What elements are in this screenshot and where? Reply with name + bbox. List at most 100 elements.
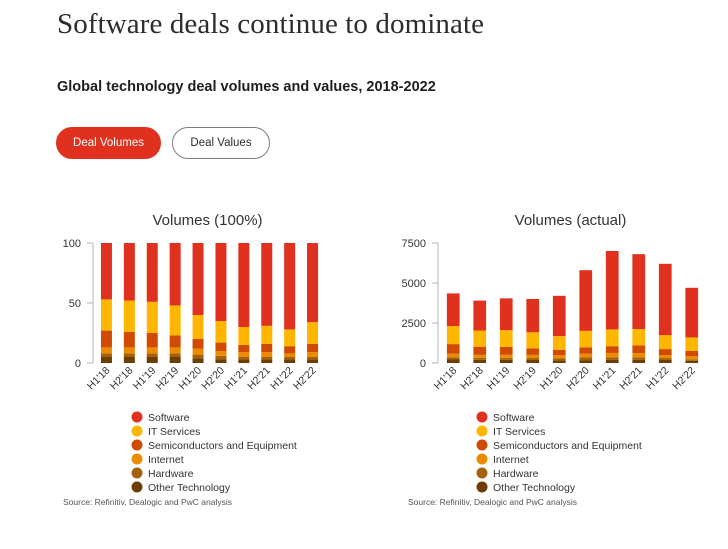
legend-label-semiconductors-and-equipment: Semiconductors and Equipment	[148, 440, 297, 452]
bar-semiconductors-and-equipment-h2-19	[169, 335, 181, 348]
bar-it-services-h1-20	[192, 315, 204, 339]
bar-hardware-h2-19	[526, 358, 540, 360]
bar-other-technology-h1-19	[499, 359, 513, 363]
x-tick-label: H2'22	[670, 365, 698, 393]
bar-hardware-h1-21	[605, 357, 619, 360]
bar-internet-h1-19	[499, 354, 513, 358]
bar-internet-h2-20	[579, 353, 593, 358]
bar-software-h2-18	[473, 300, 487, 331]
bar-other-technology-h1-20	[552, 360, 566, 363]
bar-semiconductors-and-equipment-h1-22	[658, 349, 672, 355]
bar-software-h1-21	[238, 243, 250, 327]
bar-it-services-h1-21	[605, 329, 619, 347]
bar-it-services-h2-21	[632, 329, 646, 346]
x-tick-label: H1'21	[222, 365, 250, 393]
bar-semiconductors-and-equipment-h1-22	[284, 346, 296, 354]
bar-software-h2-20	[215, 243, 227, 321]
bar-other-technology-h2-20	[215, 359, 227, 363]
y-tick-label: 5000	[402, 278, 426, 290]
bar-hardware-h2-19	[169, 353, 181, 357]
chart-title: Volumes (100%)	[152, 212, 262, 229]
bar-internet-h1-22	[284, 353, 296, 357]
legend-label-internet: Internet	[148, 454, 184, 466]
legend-swatch-semiconductors-and-equipment	[131, 439, 143, 451]
y-tick-label: 2500	[402, 318, 426, 330]
legend-label-other-technology: Other Technology	[493, 482, 576, 494]
bar-internet-h2-22	[685, 356, 699, 360]
x-tick-label: H2'21	[617, 365, 645, 393]
legend-label-hardware: Hardware	[493, 468, 539, 480]
bar-software-h1-22	[284, 243, 296, 330]
legend-swatch-other-technology	[131, 481, 143, 493]
legend-label-software: Software	[493, 412, 535, 424]
legend-swatch-it-services	[131, 425, 143, 437]
bar-other-technology-h1-22	[284, 359, 296, 363]
legend-swatch-hardware	[131, 467, 143, 479]
x-tick-label: H1'22	[268, 365, 296, 393]
bar-software-h1-20	[552, 295, 566, 337]
legend-swatch-hardware	[476, 467, 488, 479]
bar-hardware-h2-20	[579, 357, 593, 361]
bar-internet-h2-22	[307, 352, 319, 357]
bar-internet-h2-18	[123, 347, 135, 354]
bar-internet-h2-20	[215, 351, 227, 356]
bar-other-technology-h1-19	[146, 357, 158, 363]
legend-label-hardware: Hardware	[148, 468, 194, 480]
page-title: Software deals continue to dominate	[57, 8, 485, 40]
bar-internet-h1-19	[146, 347, 158, 354]
source-note: Source: Refinitiv, Dealogic and PwC anal…	[408, 497, 577, 507]
bar-software-h2-21	[261, 243, 273, 326]
bar-semiconductors-and-equipment-h2-20	[579, 347, 593, 354]
y-tick-label: 7500	[402, 238, 426, 250]
y-tick-label: 0	[75, 358, 81, 370]
bar-hardware-h2-18	[123, 353, 135, 357]
x-tick-label: H2'21	[245, 365, 273, 393]
deal-values-button[interactable]: Deal Values	[172, 127, 270, 159]
bar-semiconductors-and-equipment-h1-20	[192, 339, 204, 349]
x-tick-label: H2'18	[108, 365, 136, 393]
bar-hardware-h1-22	[658, 358, 672, 360]
x-tick-label: H1'21	[591, 365, 619, 393]
bar-semiconductors-and-equipment-h2-21	[632, 345, 646, 354]
bar-it-services-h1-18	[100, 299, 112, 331]
x-tick-label: H1'18	[432, 365, 460, 393]
bar-hardware-h1-20	[192, 354, 204, 359]
y-tick-label: 0	[420, 358, 426, 370]
bar-software-h2-19	[526, 299, 540, 333]
bar-it-services-h2-19	[169, 305, 181, 336]
x-tick-label: H1'20	[538, 365, 566, 393]
bar-hardware-h2-20	[215, 355, 227, 360]
bar-software-h2-18	[123, 243, 135, 301]
bar-internet-h2-19	[169, 347, 181, 354]
bar-hardware-h2-21	[632, 357, 646, 360]
bar-other-technology-h2-20	[579, 360, 593, 363]
bar-it-services-h1-21	[238, 327, 250, 345]
bar-semiconductors-and-equipment-h1-18	[100, 330, 112, 348]
bar-it-services-h2-21	[261, 325, 273, 344]
bar-software-h2-21	[632, 254, 646, 330]
bar-other-technology-h2-19	[169, 357, 181, 363]
bar-it-services-h1-22	[284, 329, 296, 347]
bar-hardware-h1-22	[284, 357, 296, 360]
bar-internet-h2-18	[473, 354, 487, 358]
bar-it-services-h1-19	[146, 301, 158, 333]
legend-swatch-it-services	[476, 425, 488, 437]
bar-semiconductors-and-equipment-h2-21	[261, 343, 273, 353]
bar-hardware-h1-21	[238, 357, 250, 360]
bar-it-services-h1-18	[446, 326, 460, 345]
volumes-percent-chart: Volumes (100%) 0 50 100 H1'18H2'18H1'19H2'19…	[63, 212, 319, 507]
bar-software-h1-21	[605, 251, 619, 330]
bar-semiconductors-and-equipment-h1-19	[499, 346, 513, 355]
bar-hardware-h1-19	[499, 357, 513, 360]
legend-label-it-services: IT Services	[148, 426, 200, 438]
deal-volumes-button[interactable]: Deal Volumes	[56, 127, 161, 159]
legend-swatch-other-technology	[476, 481, 488, 493]
bar-internet-h1-18	[446, 353, 460, 358]
chart-subtitle: Global technology deal volumes and value…	[57, 79, 436, 95]
x-tick-label: H1'19	[485, 365, 513, 393]
bar-internet-h1-20	[192, 348, 204, 355]
bar-software-h1-18	[446, 293, 460, 327]
x-tick-label: H2'19	[511, 365, 539, 393]
bar-other-technology-h2-18	[473, 359, 487, 363]
bar-other-technology-h1-18	[446, 359, 460, 363]
